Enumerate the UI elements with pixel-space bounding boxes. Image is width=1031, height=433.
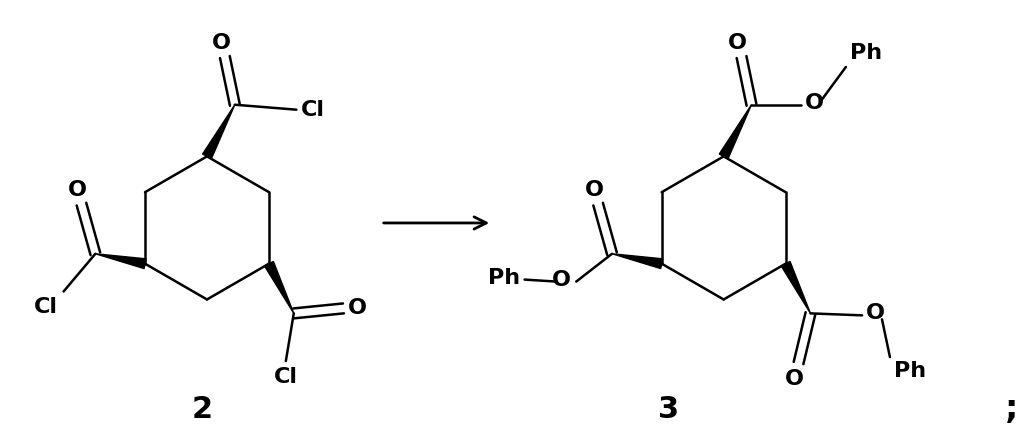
Polygon shape bbox=[720, 105, 752, 159]
Text: O: O bbox=[785, 369, 804, 389]
Text: O: O bbox=[347, 298, 366, 318]
Text: O: O bbox=[866, 304, 885, 323]
Text: 2: 2 bbox=[192, 395, 212, 424]
Text: Cl: Cl bbox=[300, 100, 325, 120]
Text: O: O bbox=[728, 33, 747, 53]
Polygon shape bbox=[781, 262, 810, 313]
Polygon shape bbox=[203, 105, 235, 159]
Polygon shape bbox=[612, 254, 663, 268]
Text: Ph: Ph bbox=[850, 43, 882, 63]
Text: Cl: Cl bbox=[274, 367, 298, 387]
Polygon shape bbox=[265, 262, 294, 313]
Text: Ph: Ph bbox=[894, 361, 926, 381]
Text: O: O bbox=[585, 180, 603, 200]
Text: O: O bbox=[68, 180, 87, 200]
Text: O: O bbox=[553, 270, 571, 290]
Text: Ph: Ph bbox=[489, 268, 521, 288]
Polygon shape bbox=[95, 254, 146, 268]
Text: O: O bbox=[211, 33, 230, 53]
Text: ;: ; bbox=[1005, 393, 1019, 426]
Text: 3: 3 bbox=[659, 395, 679, 424]
Text: Cl: Cl bbox=[34, 297, 58, 317]
Text: O: O bbox=[805, 93, 824, 113]
